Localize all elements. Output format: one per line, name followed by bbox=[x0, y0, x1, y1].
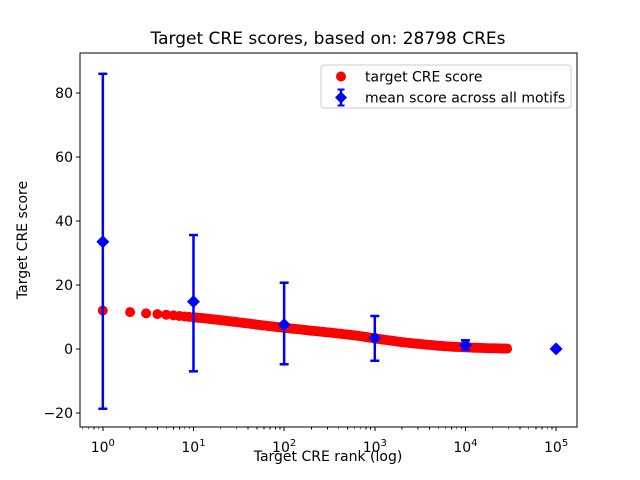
mean-diamond-marker bbox=[458, 338, 472, 352]
legend-box bbox=[320, 64, 572, 109]
legend-markers bbox=[335, 71, 347, 107]
mean-diamond-marker bbox=[368, 331, 382, 345]
plot-area-border bbox=[79, 52, 578, 428]
y-tick-label: 40 bbox=[55, 214, 73, 230]
red-data-point bbox=[161, 309, 172, 320]
mean-diamond-marker bbox=[96, 235, 110, 249]
red-data-point bbox=[502, 343, 513, 354]
x-axis-label: Target CRE rank (log) bbox=[253, 449, 403, 465]
mean-diamond-marker bbox=[277, 318, 291, 332]
legend-marker-circle bbox=[336, 71, 346, 82]
mean-diamond-marker bbox=[186, 295, 200, 309]
red-data-point bbox=[141, 308, 152, 319]
y-tick-label: −20 bbox=[43, 406, 73, 422]
red-data-point bbox=[125, 307, 136, 318]
legend-marker-diamond bbox=[335, 91, 347, 104]
chart-title: Target CRE scores, based on: 28798 CREs bbox=[150, 29, 506, 49]
legend: target CRE score mean score across all m… bbox=[320, 64, 572, 109]
series-mean-score-errorbars bbox=[96, 72, 563, 411]
y-tick-label: 20 bbox=[55, 278, 73, 294]
mean-diamond-marker bbox=[549, 342, 563, 356]
y-tick-label: 0 bbox=[64, 342, 73, 358]
series-target-cre-score bbox=[97, 305, 513, 354]
y-tick-label: 60 bbox=[55, 150, 73, 166]
red-data-point bbox=[152, 309, 163, 320]
y-tick-label: 80 bbox=[55, 86, 73, 102]
y-axis-label: Target CRE score bbox=[15, 181, 31, 300]
legend-label-target-cre-score: target CRE score bbox=[365, 70, 482, 86]
legend-label-mean-score: mean score across all motifs bbox=[365, 91, 565, 107]
